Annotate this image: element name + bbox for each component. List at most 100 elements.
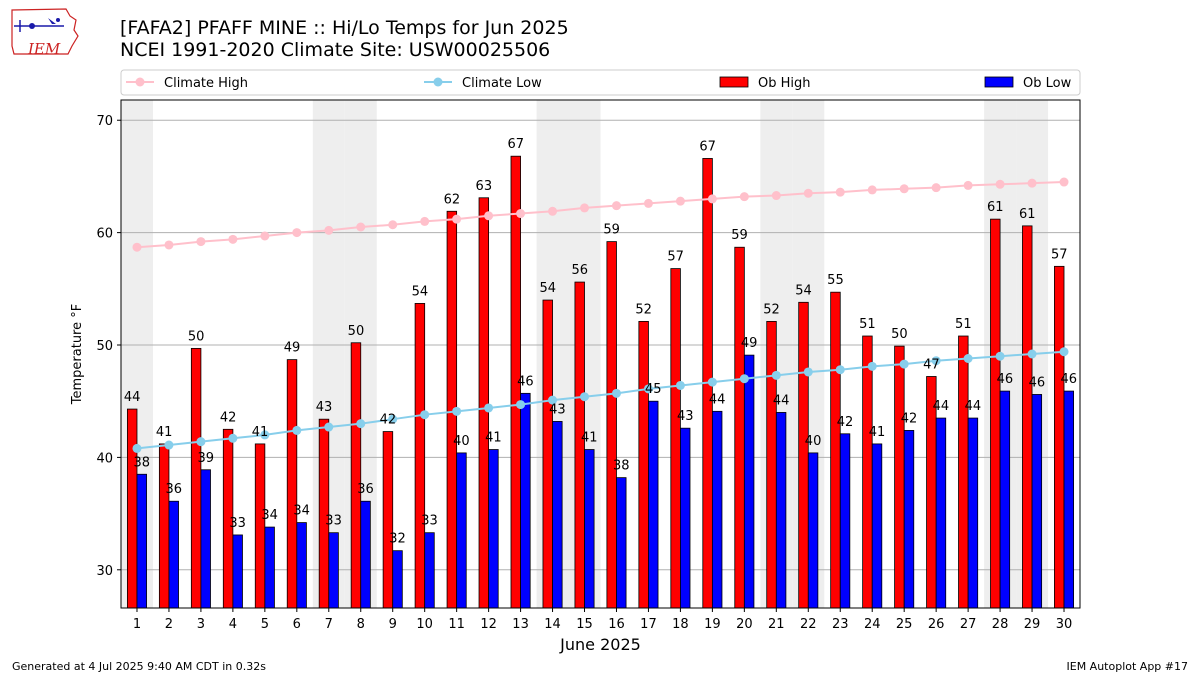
- ob-low-value-label: 46: [517, 374, 534, 389]
- climate-low-point: [771, 370, 781, 380]
- climate-low-point: [611, 388, 621, 398]
- ob-low-value-label: 38: [134, 455, 151, 470]
- climate-high-point: [228, 234, 238, 244]
- ob-high-bar: [798, 301, 809, 609]
- ob-low-bar: [648, 400, 659, 609]
- ob-high-value-label: 41: [156, 425, 173, 440]
- climate-high-point: [739, 192, 749, 202]
- legend-ob-low-swatch: [984, 76, 1014, 88]
- climate-low-point: [995, 351, 1005, 361]
- ob-high-value-label: 57: [667, 250, 684, 265]
- climate-low-point: [931, 356, 941, 366]
- ob-high-bar: [958, 335, 969, 609]
- legend-ob-high-swatch: [719, 76, 749, 88]
- x-tick-label: 20: [736, 617, 753, 632]
- legend-climate-high-marker: [135, 77, 145, 87]
- ob-low-bar: [1031, 394, 1043, 609]
- ob-high-bar: [990, 218, 1001, 609]
- climate-high-point: [420, 216, 430, 226]
- ob-high-value-label: 51: [955, 317, 972, 332]
- ob-low-value-label: 39: [197, 451, 214, 466]
- ob-high-value-label: 57: [1051, 247, 1068, 262]
- ob-low-bar: [711, 410, 723, 609]
- ob-high-value-label: 42: [220, 410, 237, 425]
- ob-low-value-label: 40: [805, 434, 822, 449]
- x-tick-label: 3: [197, 617, 205, 632]
- climate-high-point: [260, 231, 270, 241]
- ob-high-bar: [894, 345, 905, 609]
- ob-high-value-label: 59: [731, 228, 748, 243]
- ob-low-value-label: 33: [229, 516, 246, 531]
- ob-high-bar: [1022, 225, 1033, 609]
- climate-high-point: [484, 211, 494, 221]
- climate-high-point: [675, 196, 685, 206]
- y-axis-label: Temperature °F: [70, 304, 85, 405]
- x-tick-label: 15: [576, 617, 593, 632]
- chart-title: [FAFA2] PFAFF MINE :: Hi/Lo Temps for Ju…: [120, 17, 569, 61]
- climate-low-point: [835, 365, 845, 375]
- ob-high-bar: [414, 303, 426, 609]
- climate-low-point: [643, 384, 653, 394]
- ob-low-value-label: 36: [357, 482, 374, 497]
- ob-low-value-label: 36: [165, 482, 182, 497]
- x-tick-label: 7: [325, 617, 333, 632]
- ob-high-value-label: 41: [252, 425, 269, 440]
- ob-high-bar: [382, 431, 394, 609]
- climate-high-point: [1059, 177, 1069, 187]
- ob-low-bar: [488, 449, 499, 609]
- ob-low-bar: [200, 469, 211, 609]
- climate-low-point: [739, 374, 749, 384]
- climate-high-point: [835, 187, 845, 197]
- y-tick-label: 70: [96, 114, 113, 129]
- ob-low-bar: [935, 417, 947, 609]
- legend-ob-high-label: Ob High: [758, 76, 811, 91]
- climate-high-point: [516, 209, 526, 219]
- ob-low-bar: [360, 500, 371, 609]
- ob-high-value-label: 42: [380, 413, 397, 428]
- x-tick-label: 22: [800, 617, 817, 632]
- ob-high-value-label: 50: [348, 324, 365, 339]
- ob-low-value-label: 42: [837, 415, 854, 430]
- legend-ob-low-label: Ob Low: [1023, 76, 1072, 91]
- plot-frame: [120, 99, 1081, 609]
- climate-high-point: [995, 179, 1005, 189]
- legend-climate-low-marker: [433, 77, 443, 87]
- ob-low-value-label: 40: [453, 434, 470, 449]
- ob-low-bar: [552, 421, 563, 609]
- ob-low-value-label: 44: [933, 399, 950, 414]
- climate-low-point: [899, 359, 909, 369]
- x-tick-label: 14: [544, 617, 561, 632]
- ob-high-value-label: 61: [987, 200, 1004, 215]
- x-tick-label: 23: [832, 617, 849, 632]
- climate-high-point: [548, 206, 558, 216]
- climate-high-point: [356, 222, 366, 232]
- ob-low-bar: [456, 452, 467, 609]
- x-tick-label: 19: [704, 617, 721, 632]
- climate-high-point: [164, 240, 174, 250]
- ob-low-bar: [392, 550, 403, 609]
- ob-low-value-label: 44: [709, 392, 726, 407]
- ob-high-value-label: 54: [795, 283, 812, 298]
- x-tick-label: 4: [229, 617, 237, 632]
- ob-high-value-label: 54: [539, 281, 556, 296]
- ob-low-value-label: 42: [901, 411, 918, 426]
- ob-high-bar: [638, 321, 649, 609]
- ob-low-bar: [296, 522, 307, 609]
- climate-high-point: [899, 184, 909, 194]
- legend-box: [120, 69, 1081, 96]
- climate-high-point: [611, 201, 621, 211]
- ob-high-bar: [1054, 265, 1065, 609]
- x-axis-label: June 2025: [559, 635, 641, 654]
- climate-low-point: [963, 353, 973, 363]
- ob-high-value-label: 56: [571, 263, 588, 278]
- ob-high-value-label: 67: [508, 137, 525, 152]
- climate-low-point: [803, 367, 813, 377]
- climate-low-point: [548, 395, 558, 405]
- ob-high-bar: [862, 335, 873, 609]
- ob-low-value-label: 44: [965, 399, 982, 414]
- ob-high-value-label: 61: [1019, 207, 1036, 222]
- ob-low-value-label: 43: [677, 409, 694, 424]
- ob-high-bar: [126, 408, 138, 609]
- x-tick-label: 1: [133, 617, 141, 632]
- ob-low-value-label: 46: [1029, 375, 1046, 390]
